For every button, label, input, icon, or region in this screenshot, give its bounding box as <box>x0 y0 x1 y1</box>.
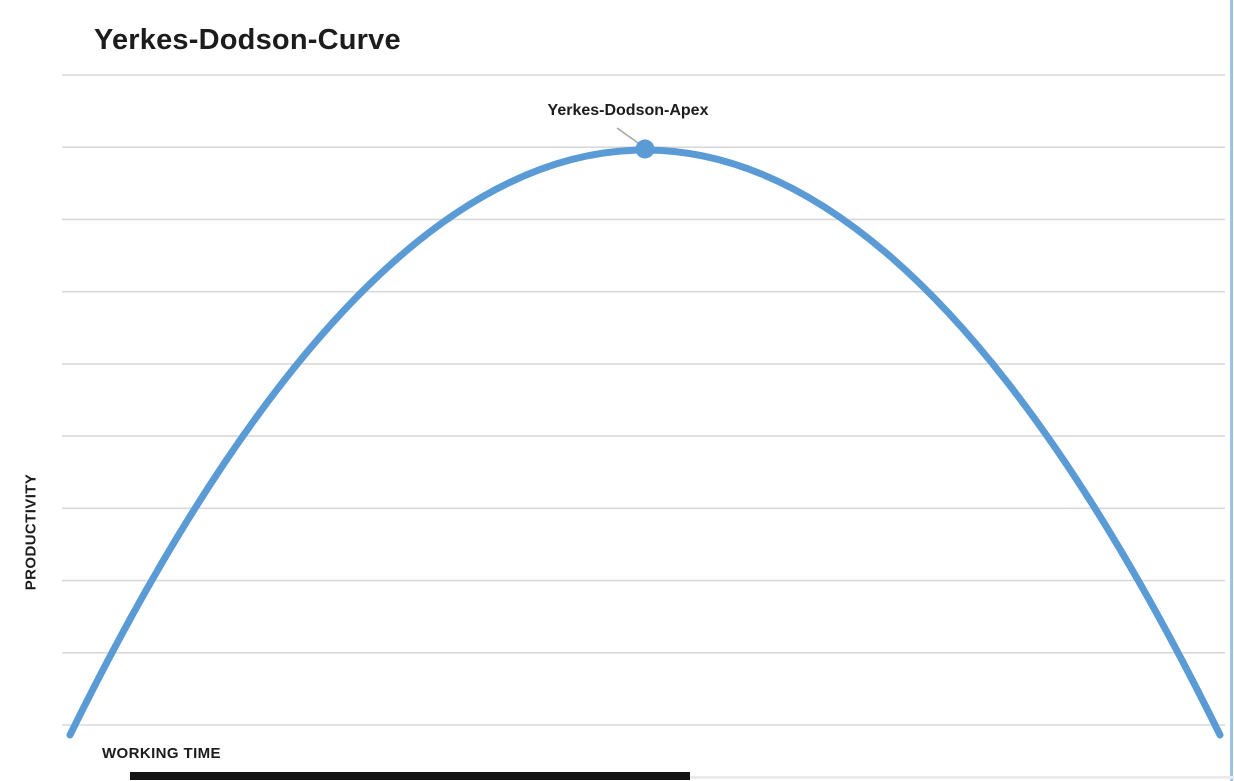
apex-annotation-label: Yerkes-Dodson-Apex <box>547 102 709 119</box>
productivity-curve <box>66 146 1224 739</box>
chart-title: Yerkes-Dodson-Curve <box>94 24 401 56</box>
apex-leader-line <box>616 127 642 146</box>
horizontal-gridlines <box>62 74 1225 726</box>
x-axis-label: WORKING TIME <box>102 745 221 762</box>
right-edge-border-line <box>1230 0 1233 781</box>
apex-marker <box>635 139 655 159</box>
bottom-dark-bar <box>130 772 690 780</box>
bottom-progress-track <box>690 776 1234 779</box>
y-axis-label: PRODUCTIVITY <box>22 473 40 591</box>
